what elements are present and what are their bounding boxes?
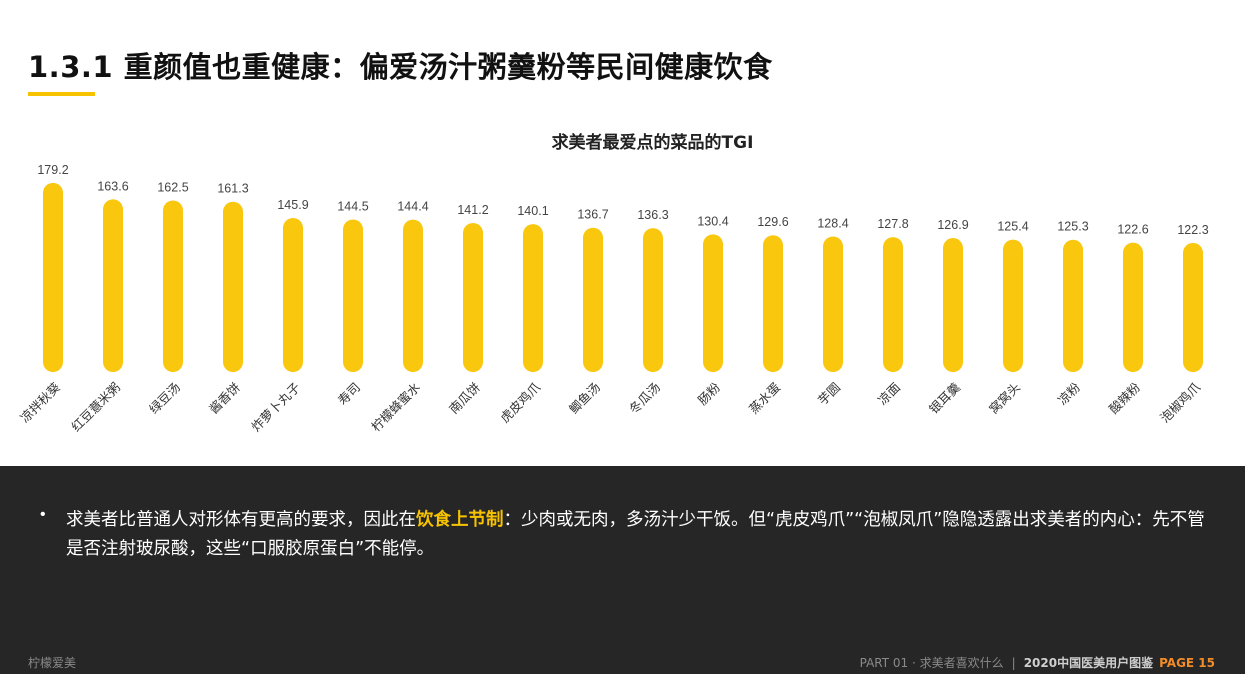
bar-value-label-8: 141.2 bbox=[457, 203, 488, 217]
category-label-4: 酱香饼 bbox=[206, 380, 243, 417]
bar-value-label-16: 126.9 bbox=[937, 218, 968, 232]
footer-separator: | bbox=[1011, 656, 1016, 670]
footer-page-number: PAGE 15 bbox=[1159, 656, 1215, 670]
bar-value-label-18: 125.3 bbox=[1057, 220, 1088, 234]
category-label-14: 芋圆 bbox=[815, 380, 843, 408]
footer-part: PART 01 · 求美者喜欢什么 bbox=[859, 656, 1004, 670]
chart-title: 求美者最爱点的菜品的TGI bbox=[551, 133, 754, 153]
summary-bullet: • 求美者比普通人对形体有更高的要求，因此在饮食上节制：少肉或无肉，多汤汁少干饭… bbox=[40, 506, 1210, 564]
bar-value-label-7: 144.4 bbox=[397, 200, 428, 214]
bar-12 bbox=[703, 234, 723, 372]
brand-name: 柠檬爱美 bbox=[28, 656, 77, 670]
category-label-16: 银耳羹 bbox=[926, 379, 963, 416]
category-label-11: 冬瓜汤 bbox=[626, 380, 663, 417]
bar-value-label-6: 144.5 bbox=[337, 199, 368, 213]
category-label-12: 肠粉 bbox=[695, 379, 724, 408]
bar-14 bbox=[823, 236, 843, 372]
bar-value-label-9: 140.1 bbox=[517, 204, 548, 218]
bar-value-label-15: 127.8 bbox=[877, 217, 908, 231]
bar-6 bbox=[343, 219, 363, 372]
category-label-3: 绿豆汤 bbox=[146, 380, 183, 417]
bar-value-label-2: 163.6 bbox=[97, 179, 128, 193]
page-title: 1.3.1 重颜值也重健康：偏爱汤汁粥羹粉等民间健康饮食 bbox=[28, 50, 773, 84]
category-label-7: 柠檬蜂蜜水 bbox=[368, 379, 423, 434]
bar-16 bbox=[943, 238, 963, 372]
bar-11 bbox=[643, 228, 663, 372]
bullet-dot: • bbox=[40, 506, 46, 523]
category-label-18: 凉粉 bbox=[1055, 379, 1084, 408]
footer-report-title: 2020中国医美用户图鉴 bbox=[1023, 656, 1154, 670]
bar-18 bbox=[1063, 239, 1083, 372]
bar-value-label-10: 136.7 bbox=[577, 208, 608, 222]
bar-17 bbox=[1003, 239, 1023, 372]
bar-2 bbox=[103, 199, 123, 372]
bar-7 bbox=[403, 219, 423, 372]
category-label-1: 凉拌秋葵 bbox=[17, 379, 63, 425]
bar-value-label-1: 179.2 bbox=[37, 163, 68, 177]
category-label-5: 炸萝卜丸子 bbox=[248, 380, 303, 435]
bar-value-label-19: 122.6 bbox=[1117, 223, 1148, 237]
bar-value-label-13: 129.6 bbox=[757, 215, 788, 229]
bar-13 bbox=[763, 235, 783, 372]
bar-value-label-4: 161.3 bbox=[217, 182, 248, 196]
summary-panel: • 求美者比普通人对形体有更高的要求，因此在饮食上节制：少肉或无肉，多汤汁少干饭… bbox=[0, 466, 1245, 674]
tgi-bar-chart: 179.2 凉拌秋葵 163.6 红豆薏米粥 162.5 绿豆汤 161.3 酱香饼 145.9… bbox=[17, 163, 1209, 435]
bar-value-label-11: 136.3 bbox=[637, 208, 668, 222]
category-label-20: 泡椒鸡爪 bbox=[1157, 379, 1203, 425]
summary-highlight: 饮食上节制 bbox=[416, 510, 504, 530]
category-label-15: 凉面 bbox=[875, 380, 903, 408]
category-label-8: 南瓜饼 bbox=[446, 380, 483, 417]
bar-20 bbox=[1183, 242, 1203, 372]
category-label-2: 红豆薏米粥 bbox=[68, 380, 123, 435]
bar-value-label-14: 128.4 bbox=[817, 216, 848, 230]
bar-1 bbox=[43, 182, 63, 372]
bar-5 bbox=[283, 217, 303, 372]
category-label-10: 鲫鱼汤 bbox=[566, 380, 603, 417]
summary-text: 求美者比普通人对形体有更高的要求，因此在饮食上节制：少肉或无肉，多汤汁少干饭。但… bbox=[66, 506, 1210, 564]
bar-19 bbox=[1123, 242, 1143, 372]
bar-value-label-3: 162.5 bbox=[157, 180, 188, 194]
bar-8 bbox=[463, 222, 483, 372]
category-label-13: 蒸水蛋 bbox=[746, 380, 783, 417]
footer-info: PART 01 · 求美者喜欢什么 | 2020中国医美用户图鉴 PAGE 15 bbox=[860, 654, 1215, 671]
category-label-6: 寿司 bbox=[335, 380, 363, 408]
bar-4 bbox=[223, 201, 243, 372]
bar-value-label-20: 122.3 bbox=[1177, 223, 1208, 237]
bar-15 bbox=[883, 237, 903, 372]
title-underline bbox=[28, 92, 95, 96]
category-label-19: 酸辣粉 bbox=[1106, 379, 1143, 416]
summary-text-before: 求美者比普通人对形体有更高的要求，因此在 bbox=[66, 510, 416, 530]
bar-value-label-12: 130.4 bbox=[697, 214, 728, 228]
summary-text-after: ：少肉或无肉，多汤汁少干饭。但“虎皮鸡爪”“泡椒凤爪”隐隐透露出求美者的内心：先… bbox=[66, 510, 1205, 559]
bar-value-label-17: 125.4 bbox=[997, 220, 1028, 234]
bar-3 bbox=[163, 200, 183, 372]
category-label-17: 窝窝头 bbox=[986, 380, 1023, 417]
bar-10 bbox=[583, 227, 603, 372]
bar-9 bbox=[523, 224, 543, 372]
bar-value-label-5: 145.9 bbox=[277, 198, 308, 212]
category-label-9: 虎皮鸡爪 bbox=[497, 379, 543, 425]
